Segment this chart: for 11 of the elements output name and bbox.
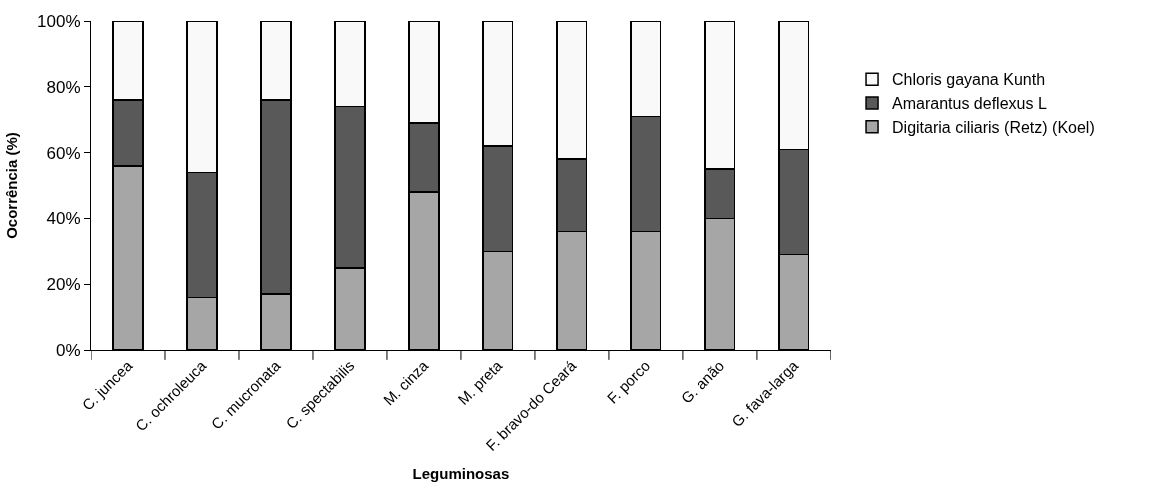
legend-label: Chloris gayana Kunth <box>892 71 1046 89</box>
legend-label: Amarantus deflexus L <box>892 95 1047 113</box>
y-tick-label: 60% <box>46 143 81 163</box>
y-tick-label: 20% <box>46 275 81 295</box>
y-axis-title: Ocorrência (%) <box>3 132 21 239</box>
y-tick-label: 40% <box>46 209 81 229</box>
y-tick-label: 80% <box>46 77 81 97</box>
x-axis-title: Leguminosas <box>412 464 510 482</box>
legend-label: Digitaria ciliaris (Retz) (Koel) <box>892 118 1095 136</box>
y-tick-label: 0% <box>56 340 81 360</box>
y-tick-label: 100% <box>37 11 81 31</box>
